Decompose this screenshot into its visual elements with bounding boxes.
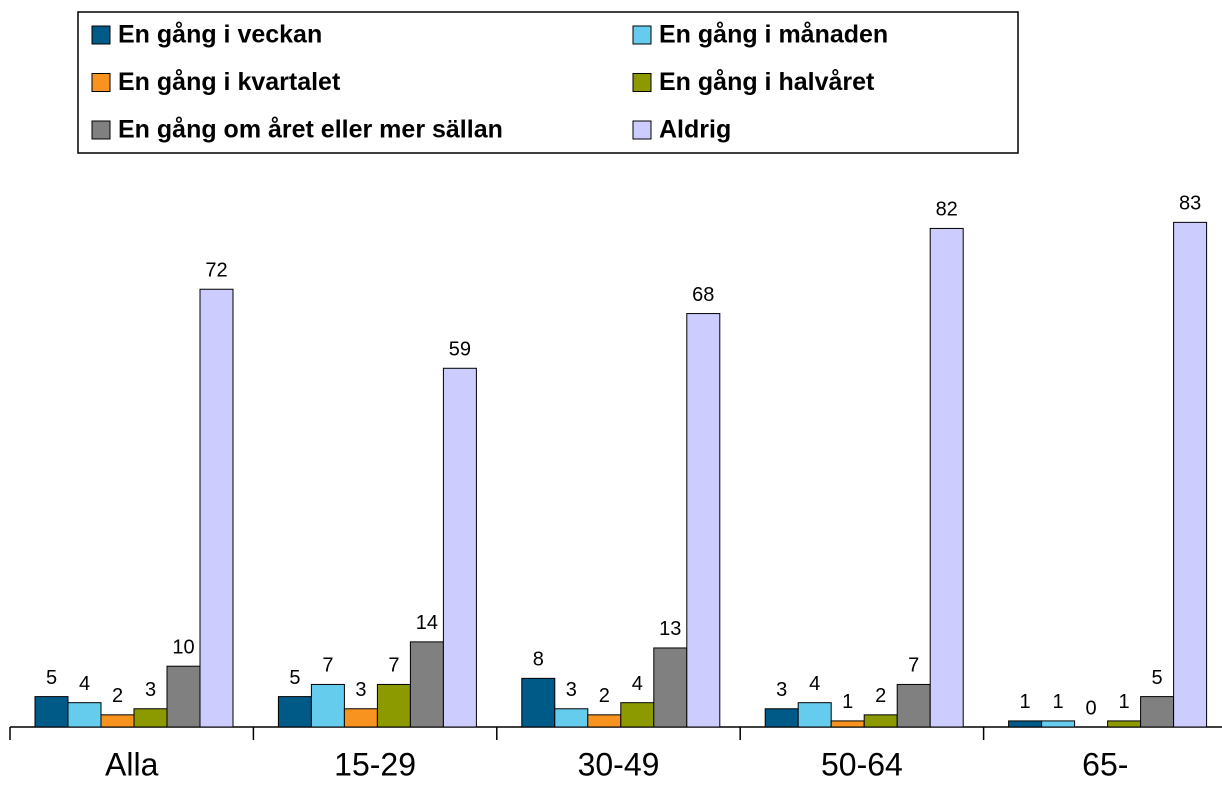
data-label: 7 — [388, 655, 399, 677]
x-tick-label: 50-64 — [821, 746, 903, 782]
data-label: 0 — [1086, 697, 1097, 719]
data-label: 10 — [172, 636, 194, 658]
bar — [67, 702, 102, 728]
data-label: 2 — [599, 685, 610, 707]
data-label: 2 — [875, 685, 886, 707]
bar — [1140, 696, 1175, 728]
x-tick-label: 30-49 — [578, 746, 660, 782]
bar — [1173, 221, 1208, 728]
data-label: 7 — [908, 655, 919, 677]
bar — [521, 677, 556, 728]
data-label: 7 — [322, 655, 333, 677]
bar — [929, 227, 964, 728]
bar — [764, 708, 799, 728]
bar — [133, 708, 168, 728]
x-tick-label: 65- — [1082, 746, 1128, 782]
bar — [310, 683, 345, 728]
bar — [554, 708, 589, 728]
x-tick-label: 15-29 — [334, 746, 416, 782]
data-label: 1 — [1020, 691, 1031, 713]
bar — [34, 696, 69, 728]
bar — [100, 714, 135, 728]
data-label: 13 — [659, 618, 681, 640]
data-label: 72 — [205, 260, 227, 282]
bar — [199, 288, 234, 728]
data-label: 5 — [46, 667, 57, 689]
legend-label: En gång i halvåret — [659, 68, 875, 96]
bar — [277, 696, 312, 728]
data-label: 14 — [416, 612, 438, 634]
bar — [863, 714, 898, 728]
data-label: 4 — [809, 673, 820, 695]
bar — [1008, 720, 1043, 728]
bar — [1107, 720, 1142, 728]
bar — [830, 720, 865, 728]
bar — [686, 313, 721, 728]
data-label: 3 — [566, 679, 577, 701]
legend-label: En gång i kvartalet — [118, 68, 341, 96]
bar — [587, 714, 622, 728]
legend-label: En gång i veckan — [118, 21, 322, 49]
data-label: 3 — [355, 679, 366, 701]
data-label: 5 — [289, 667, 300, 689]
data-label: 8 — [533, 649, 544, 671]
bar — [343, 708, 378, 728]
data-label: 3 — [145, 679, 156, 701]
legend-swatch — [91, 25, 111, 45]
legend-label: En gång om året eller mer sällan — [118, 116, 503, 144]
data-label: 2 — [112, 685, 123, 707]
data-label: 1 — [1053, 691, 1064, 713]
legend-label: En gång i månaden — [659, 21, 888, 49]
bar — [797, 702, 832, 728]
x-tick-label: Alla — [105, 746, 159, 782]
data-label: 5 — [1152, 667, 1163, 689]
data-label: 1 — [842, 691, 853, 713]
legend-label: Aldrig — [659, 116, 731, 144]
data-label: 4 — [632, 673, 643, 695]
legend-swatch — [632, 120, 652, 140]
legend-swatch — [632, 73, 652, 92]
data-label: 1 — [1119, 691, 1130, 713]
bar — [896, 683, 931, 728]
bar — [442, 367, 477, 728]
data-label: 4 — [79, 673, 90, 695]
legend-box — [77, 11, 1019, 154]
data-label: 3 — [776, 679, 787, 701]
data-label: 68 — [692, 284, 714, 306]
bar — [620, 702, 655, 728]
bar — [376, 683, 411, 728]
bar — [166, 665, 201, 728]
legend-swatch — [632, 25, 652, 45]
legend-swatch — [91, 120, 111, 140]
data-label: 83 — [1179, 193, 1201, 215]
data-label: 82 — [936, 199, 958, 221]
bar — [653, 647, 688, 728]
bar — [409, 641, 444, 728]
data-label: 59 — [449, 339, 471, 361]
bar — [1041, 720, 1076, 728]
legend-swatch — [91, 73, 111, 92]
